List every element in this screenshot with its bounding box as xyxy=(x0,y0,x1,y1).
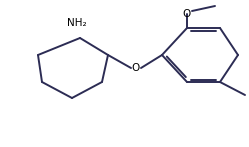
Text: O: O xyxy=(183,9,191,19)
Text: NH₂: NH₂ xyxy=(67,18,87,28)
Text: O: O xyxy=(132,63,140,73)
